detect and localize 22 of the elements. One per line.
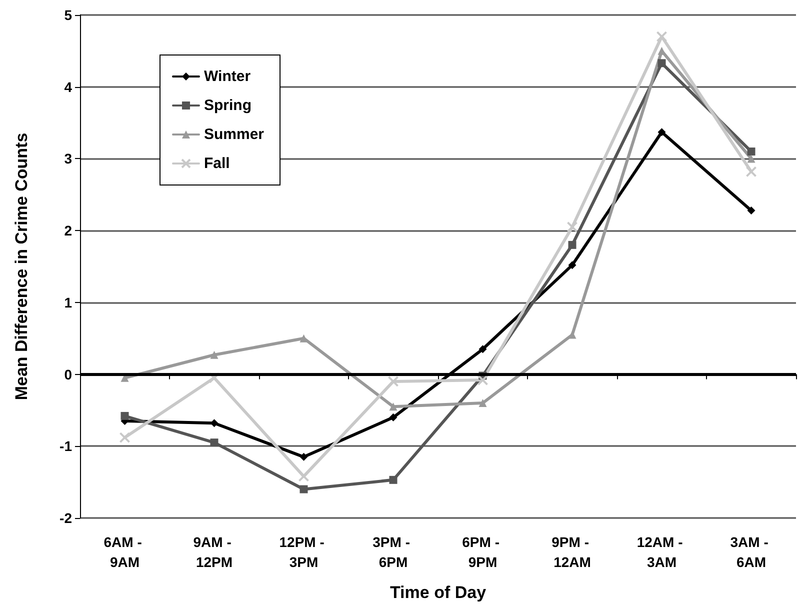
y-axis-title: Mean Difference in Crime Counts [12, 132, 31, 400]
y-tick-label: 1 [64, 294, 72, 310]
x-axis-title: Time of Day [390, 583, 487, 602]
y-tick-label: -2 [60, 510, 72, 526]
y-tick-label: 2 [64, 222, 72, 239]
y-tick-label: 5 [64, 7, 72, 23]
legend-label: Winter [204, 68, 251, 85]
y-tick-label: 4 [64, 78, 72, 95]
legend-label: Spring [204, 97, 252, 114]
legend-label: Fall [204, 155, 230, 172]
x-tick-label: 9AM - 12PM [193, 534, 236, 570]
x-tick-label: 12PM - 3PM [279, 534, 328, 570]
legend-label: Summer [204, 126, 264, 143]
x-tick-label: 12AM - 3AM [636, 534, 687, 570]
x-tick-label: 3AM - 6AM [730, 534, 772, 570]
x-tick-label: 6PM - 9PM [462, 534, 504, 570]
x-tick-label: 9PM - 12AM [552, 534, 593, 570]
x-tick-label: 3PM - 6PM [372, 534, 414, 570]
y-tick-label: 3 [64, 150, 72, 167]
y-tick-label: 0 [64, 366, 72, 382]
y-tick-label: -1 [60, 438, 72, 454]
x-tick-label: 6AM - 9AM [104, 534, 146, 570]
